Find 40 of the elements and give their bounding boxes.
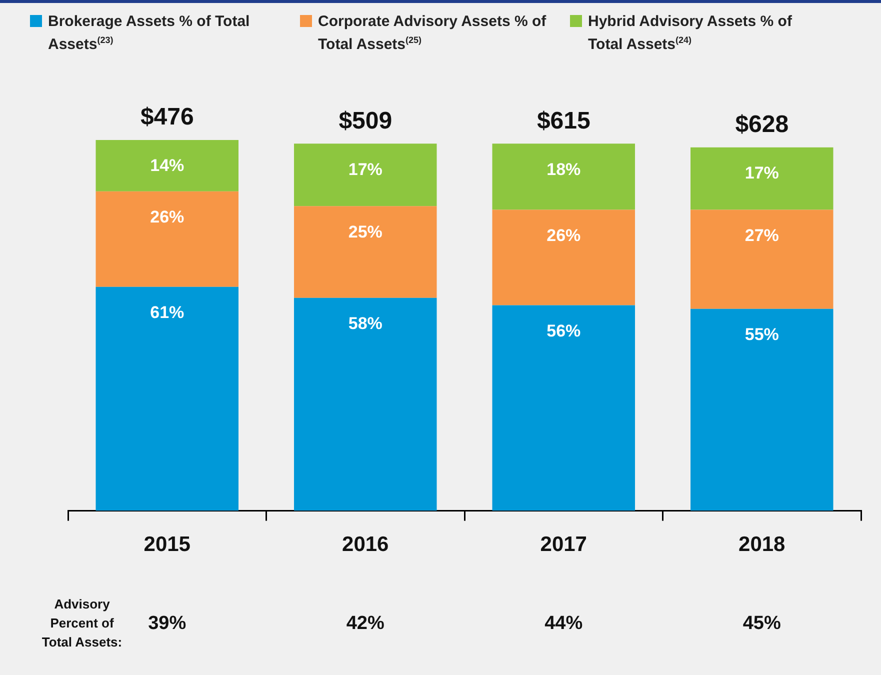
- text: 44%: [544, 613, 583, 634]
- x-tick-label: 2016: [342, 533, 389, 556]
- bar: [690, 147, 834, 210]
- text: 42%: [346, 613, 384, 634]
- bar: [294, 206, 437, 298]
- bar: [96, 286, 238, 511]
- bar: [492, 305, 635, 511]
- data-label: 25%: [348, 222, 382, 242]
- text: $628: [735, 110, 789, 138]
- data-label: 18%: [546, 160, 581, 179]
- data-label: 61%: [150, 303, 184, 322]
- x-tick-label: 2015: [144, 533, 191, 556]
- bar: [294, 298, 437, 511]
- data-label: 58%: [348, 314, 382, 334]
- data-label: 26%: [150, 208, 184, 227]
- data-label: 26%: [546, 226, 581, 245]
- legend-label: Brokerage Assets % of Total Assets$^{(23)}$: [48, 12, 251, 54]
- x-tick-label: 2017: [540, 533, 587, 556]
- text: 39%: [148, 613, 186, 634]
- data-label: 27%: [744, 226, 779, 245]
- bar: [96, 191, 238, 287]
- bar: [492, 144, 635, 210]
- text: $615: [536, 107, 590, 134]
- bar: [294, 144, 437, 206]
- text: Advisory Percent of Total Assets:: [42, 596, 122, 650]
- bar: [96, 140, 238, 192]
- text: $509: [338, 107, 392, 134]
- data-label: 55%: [744, 325, 779, 344]
- text: 45%: [742, 613, 781, 634]
- x-tick-label: 2018: [738, 533, 786, 556]
- text: $476: [140, 104, 194, 131]
- data-label: 56%: [546, 321, 581, 340]
- data-label: 17%: [348, 160, 382, 179]
- legend-label: Hybrid Advisory Assets % of Total Assets$^{(24)}$: [588, 12, 793, 54]
- bar: [690, 210, 834, 309]
- legend-label: Corporate Advisory Assets % of Total Assets$^{(25)}$: [318, 12, 548, 54]
- bar: [690, 308, 834, 511]
- data-label: 14%: [150, 156, 184, 176]
- bar: [492, 210, 635, 306]
- data-label: 17%: [744, 164, 779, 183]
